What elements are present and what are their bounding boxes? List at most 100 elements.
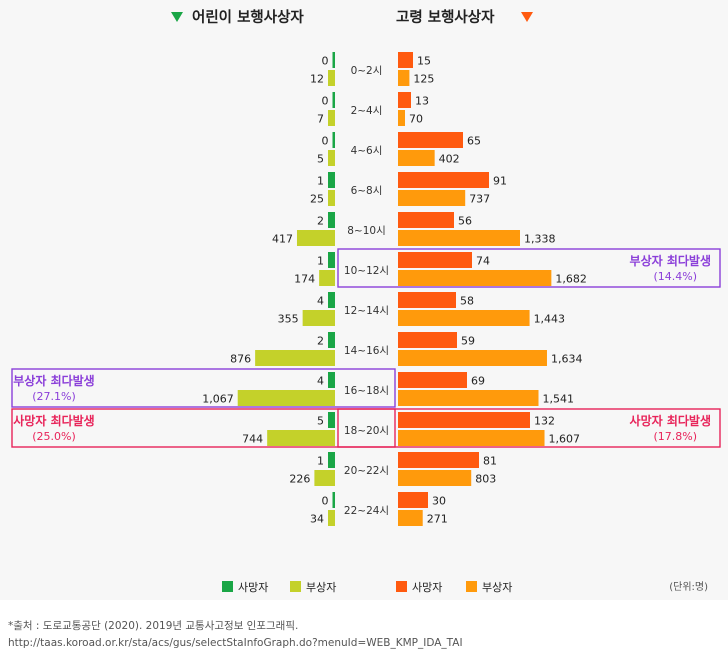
bar-elderly-injury bbox=[398, 110, 405, 126]
bar-elderly-death bbox=[398, 172, 489, 188]
legend-label: 사망자 bbox=[238, 581, 268, 594]
right-title: 고령 보행사상자 bbox=[396, 9, 533, 26]
label-elderly-injury: 1,338 bbox=[524, 233, 556, 246]
bar-child-injury bbox=[328, 150, 335, 166]
bar-elderly-injury bbox=[398, 470, 472, 486]
triangle-down-icon bbox=[521, 12, 533, 22]
label-child-injury: 5 bbox=[317, 153, 324, 166]
label-child-injury: 744 bbox=[242, 433, 263, 446]
annotation-percent: (27.1%) bbox=[32, 390, 76, 403]
bar-child-death bbox=[328, 212, 335, 228]
category-label: 16~18시 bbox=[344, 385, 389, 397]
label-elderly-death: 58 bbox=[460, 295, 474, 308]
triangle-down-icon bbox=[171, 12, 183, 22]
label-child-death: 0 bbox=[322, 95, 329, 108]
label-elderly-injury: 1,443 bbox=[534, 313, 566, 326]
label-child-injury: 7 bbox=[317, 113, 324, 126]
label-elderly-death: 56 bbox=[458, 215, 472, 228]
annotation-box bbox=[11, 368, 396, 408]
bar-child-injury bbox=[296, 230, 335, 246]
bar-child-death bbox=[332, 52, 335, 68]
label-child-injury: 1,067 bbox=[202, 393, 234, 406]
label-child-death: 1 bbox=[317, 175, 324, 188]
label-child-death: 2 bbox=[317, 215, 324, 228]
bar-elderly-injury bbox=[398, 150, 435, 166]
legend-swatch bbox=[290, 581, 301, 592]
label-elderly-death: 15 bbox=[417, 55, 431, 68]
label-elderly-death: 81 bbox=[483, 455, 497, 468]
bar-elderly-injury bbox=[398, 390, 539, 406]
annotation-title: 부상자 최다발생 bbox=[13, 373, 94, 388]
bar-child-death bbox=[332, 132, 335, 148]
bar-child-injury bbox=[267, 430, 335, 446]
label-child-death: 1 bbox=[317, 455, 324, 468]
label-elderly-death: 59 bbox=[461, 335, 475, 348]
bar-elderly-death bbox=[398, 332, 457, 348]
category-label: 4~6시 bbox=[351, 145, 383, 157]
bar-elderly-death bbox=[398, 212, 454, 228]
category-label: 18~20시 bbox=[344, 425, 389, 437]
bar-child-injury bbox=[255, 350, 335, 366]
bar-elderly-injury bbox=[398, 350, 547, 366]
label-elderly-injury: 737 bbox=[469, 193, 490, 206]
bar-child-death bbox=[328, 372, 335, 388]
label-elderly-injury: 1,682 bbox=[555, 273, 587, 286]
label-elderly-injury: 402 bbox=[439, 153, 460, 166]
bar-child-injury bbox=[302, 310, 335, 326]
unit-label: (단위:명) bbox=[669, 580, 708, 593]
legend-swatch bbox=[222, 581, 233, 592]
bar-elderly-injury bbox=[398, 430, 545, 446]
label-elderly-death: 30 bbox=[432, 495, 446, 508]
bar-child-death bbox=[328, 252, 335, 268]
label-child-death: 1 bbox=[317, 255, 324, 268]
legend-label: 사망자 bbox=[412, 581, 442, 594]
bar-child-injury bbox=[237, 390, 335, 406]
label-child-injury: 12 bbox=[310, 73, 324, 86]
legend-swatch bbox=[466, 581, 477, 592]
annotation-title: 사망자 최다발생 bbox=[13, 413, 94, 428]
bar-elderly-death bbox=[398, 452, 479, 468]
label-elderly-death: 91 bbox=[493, 175, 507, 188]
bar-elderly-death bbox=[398, 132, 463, 148]
bar-child-death bbox=[328, 292, 335, 308]
category-label: 14~16시 bbox=[344, 345, 389, 357]
bar-elderly-death bbox=[398, 412, 530, 428]
chart-area: 어린이 보행사상자 고령 보행사상자 0~2시 0 12 15 125 2~4시 0 7 13 7… bbox=[11, 8, 721, 594]
bar-child-death bbox=[328, 412, 335, 428]
annotation-percent: (25.0%) bbox=[32, 430, 76, 443]
category-label: 8~10시 bbox=[347, 225, 386, 237]
bar-elderly-injury bbox=[398, 190, 466, 206]
bar-child-death bbox=[332, 92, 335, 108]
legend-swatch bbox=[396, 581, 407, 592]
label-child-death: 4 bbox=[317, 295, 324, 308]
label-elderly-death: 65 bbox=[467, 135, 481, 148]
label-elderly-injury: 1,541 bbox=[543, 393, 575, 406]
label-child-death: 5 bbox=[317, 415, 324, 428]
label-child-injury: 876 bbox=[230, 353, 251, 366]
bar-elderly-injury bbox=[398, 310, 530, 326]
bar-elderly-injury bbox=[398, 270, 552, 286]
bar-elderly-injury bbox=[398, 230, 520, 246]
annotation-percent: (14.4%) bbox=[653, 270, 697, 283]
bar-elderly-injury bbox=[398, 510, 423, 526]
label-child-injury: 226 bbox=[289, 473, 310, 486]
pyramid-chart: 어린이 보행사상자 고령 보행사상자 0~2시012151252~4시07137… bbox=[11, 8, 721, 594]
category-label: 10~12시 bbox=[344, 265, 389, 277]
right-title-text: 고령 보행사상자 bbox=[396, 9, 495, 26]
bar-elderly-death bbox=[398, 92, 411, 108]
bar-child-injury bbox=[328, 510, 335, 526]
left-title: 어린이 보행사상자 bbox=[171, 8, 304, 26]
label-elderly-death: 69 bbox=[471, 375, 485, 388]
label-child-injury: 417 bbox=[272, 233, 293, 246]
source-line-1: *출처 : 도로교통공단 (2020). 2019년 교통사고정보 인포그래픽. bbox=[8, 620, 299, 632]
label-elderly-injury: 803 bbox=[475, 473, 496, 486]
bar-elderly-death bbox=[398, 492, 428, 508]
bar-child-death bbox=[328, 452, 335, 468]
annotation-title: 부상자 최다발생 bbox=[630, 253, 711, 268]
label-elderly-injury: 1,634 bbox=[551, 353, 583, 366]
left-title-text: 어린이 보행사상자 bbox=[192, 8, 304, 26]
bar-child-death bbox=[328, 332, 335, 348]
label-elderly-injury: 271 bbox=[427, 513, 448, 526]
annotation-percent: (17.8%) bbox=[653, 430, 697, 443]
legend: 사망자 부상자 사망자 부상자 bbox=[222, 581, 512, 594]
